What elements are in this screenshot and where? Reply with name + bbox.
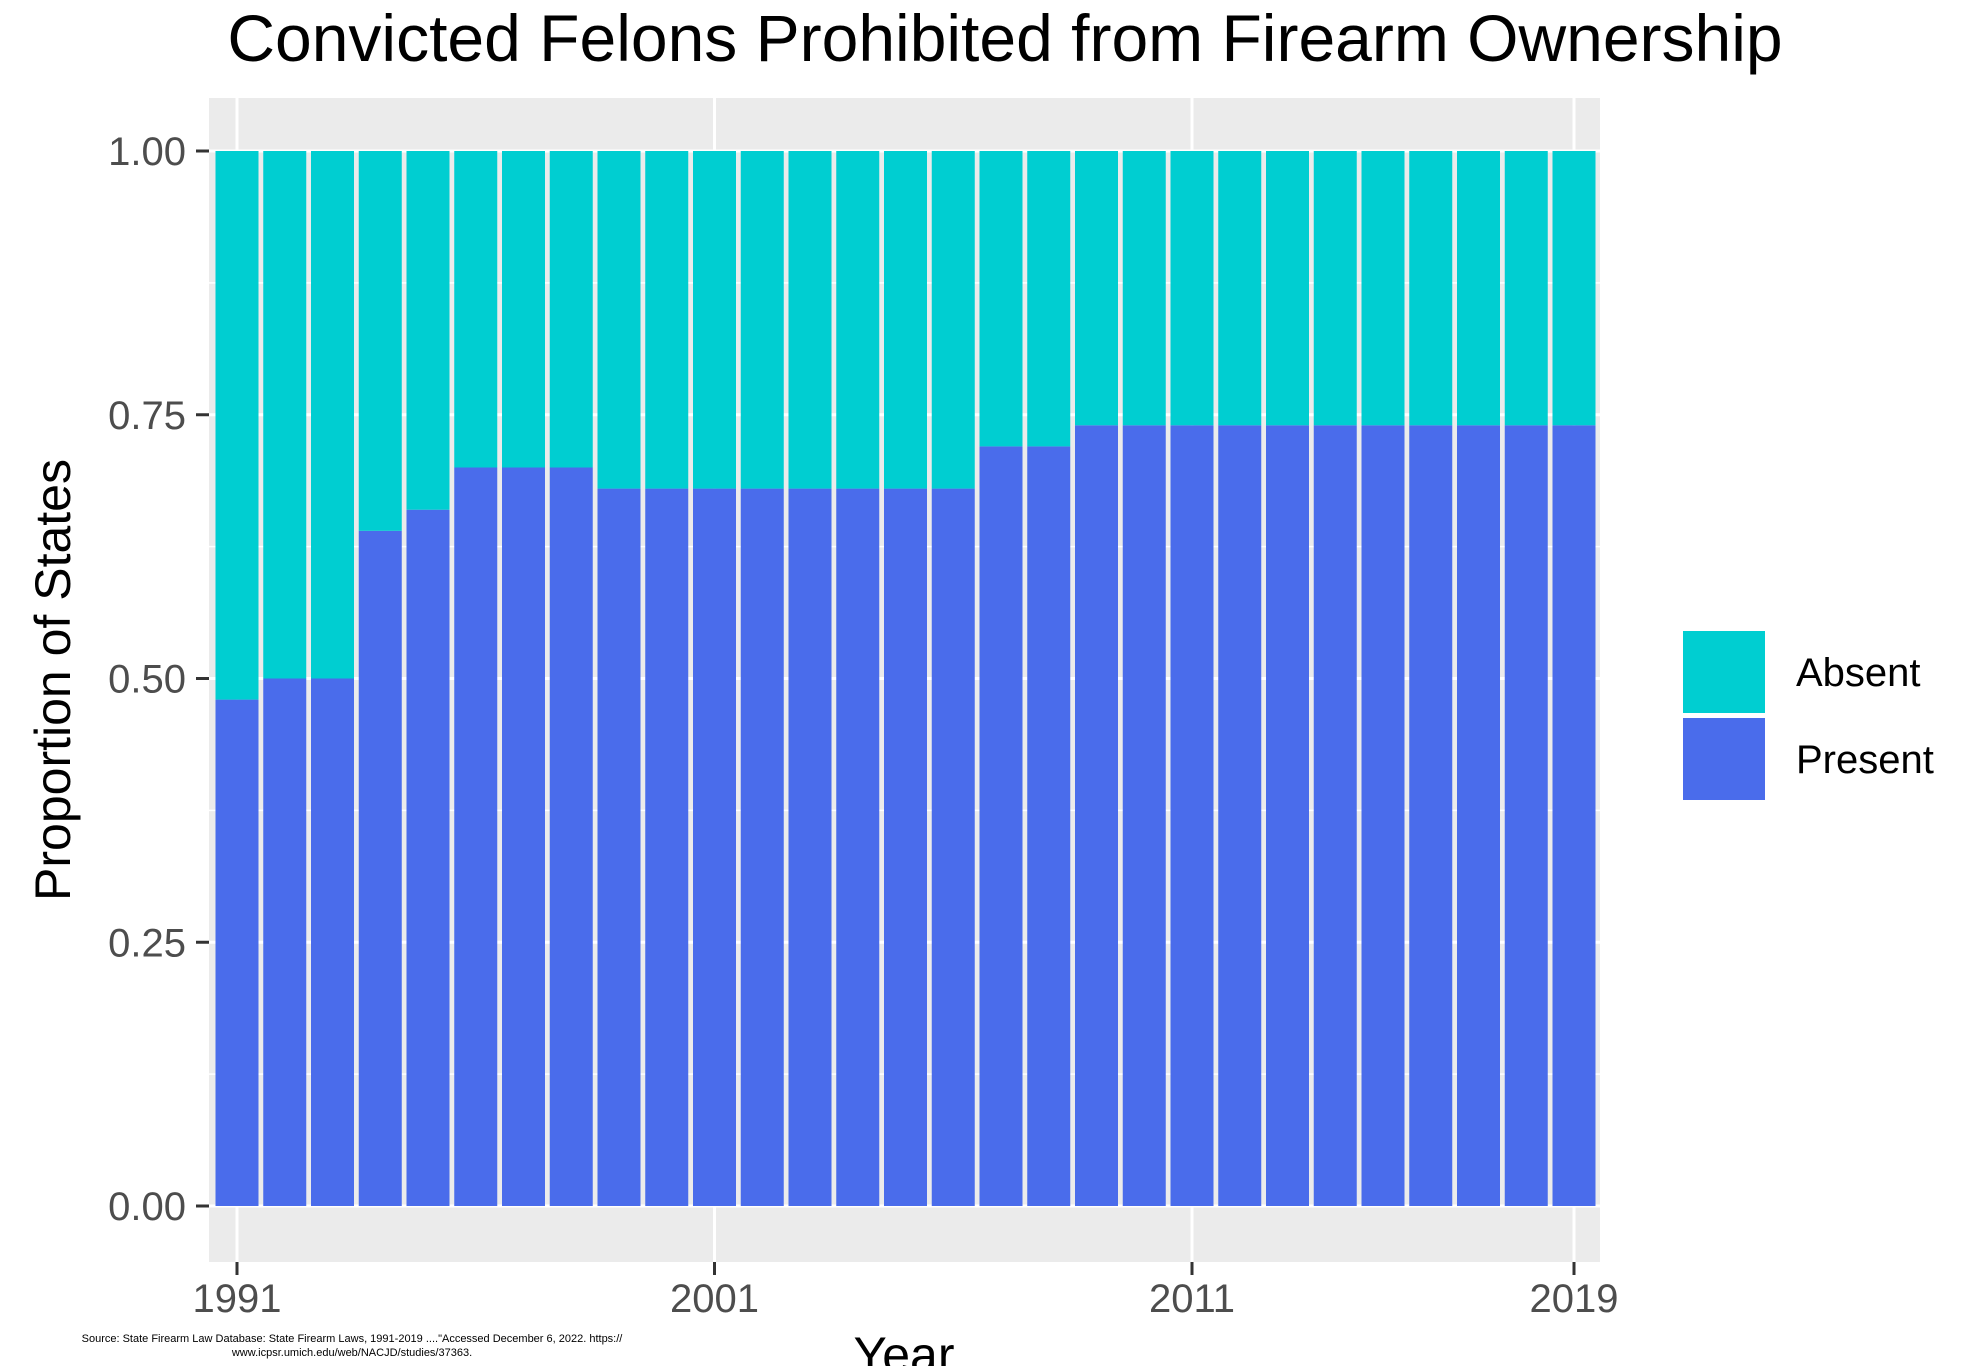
x-tick-label: 1991 [193,1277,282,1321]
bar-present-1992 [263,678,307,1206]
legend-key-present [1681,716,1767,802]
bar-absent-2003 [788,151,832,489]
bar-absent-2006 [931,151,975,489]
legend-label-absent: Absent [1796,651,1921,695]
x-tick-label: 2011 [1149,1277,1235,1321]
x-tick-label: 2001 [670,1277,759,1321]
x-tick-label: 2019 [1530,1277,1619,1321]
bar-absent-2015 [1361,151,1405,426]
bar-present-2011 [1170,425,1214,1206]
bar-present-2001 [693,488,736,1207]
bar-present-1996 [454,467,498,1206]
bar-absent-2011 [1170,151,1214,426]
y-tick-label: 1.00 [108,130,186,174]
bar-present-1997 [502,467,545,1206]
bar-absent-2010 [1122,151,1166,426]
bar-absent-2012 [1218,151,1262,426]
bar-absent-1996 [454,151,498,468]
bar-absent-2017 [1457,151,1500,426]
bar-absent-1991 [215,151,259,700]
bar-present-2002 [740,488,784,1207]
bar-present-2004 [836,488,880,1207]
bar-absent-2019 [1552,151,1596,426]
bar-present-1991 [215,699,259,1206]
bar-absent-1999 [597,151,641,489]
bar-absent-2014 [1313,151,1357,426]
bar-present-1999 [597,488,641,1207]
bar-present-2007 [979,446,1023,1206]
y-tick-label: 0.00 [108,1185,186,1229]
y-tick-label: 0.50 [108,658,186,702]
bar-absent-2008 [1027,151,1071,447]
bar-absent-1994 [358,151,402,531]
bar-absent-2013 [1266,151,1309,426]
bar-present-2009 [1075,425,1118,1206]
bar-present-2005 [884,488,927,1207]
bar-absent-2007 [979,151,1023,447]
source-note: Source: State Firearm Law Database: Stat… [22,1332,682,1360]
legend-label-present: Present [1796,738,1934,782]
bar-absent-2000 [645,151,689,489]
bar-present-1998 [549,467,593,1206]
bar-absent-1992 [263,151,307,679]
bar-absent-2004 [836,151,880,489]
bar-absent-2018 [1504,151,1548,426]
y-tick-label: 0.25 [108,921,186,965]
bar-present-1995 [406,509,450,1206]
bar-absent-1997 [502,151,545,468]
bar-present-2012 [1218,425,1262,1206]
source-line-1: Source: State Firearm Law Database: Stat… [81,1333,623,1345]
y-axis-title: Proportion of States [25,459,81,901]
bar-absent-2016 [1409,151,1453,426]
bar-present-2017 [1457,425,1500,1206]
bar-absent-2002 [740,151,784,489]
bar-absent-1998 [549,151,593,468]
bar-present-2014 [1313,425,1357,1206]
bar-present-2010 [1122,425,1166,1206]
bar-present-2003 [788,488,832,1207]
source-line-2: www.icpsr.umich.edu/web/NACJD/studies/37… [231,1347,473,1359]
bar-absent-1993 [311,151,354,679]
bar-absent-2001 [693,151,736,489]
bar-present-2015 [1361,425,1405,1206]
bar-present-2016 [1409,425,1453,1206]
bar-present-2019 [1552,425,1596,1206]
chart-title: Convicted Felons Prohibited from Firearm… [227,1,1783,75]
bar-present-2006 [931,488,975,1207]
legend-key-absent [1681,629,1767,715]
y-tick-label: 0.75 [108,394,186,438]
bar-present-2000 [645,488,689,1207]
bar-absent-1995 [406,151,450,510]
bar-present-1993 [311,678,354,1206]
x-axis-title: Year [853,1327,954,1366]
bar-present-2013 [1266,425,1309,1206]
bar-present-2008 [1027,446,1071,1206]
bar-present-1994 [358,530,402,1206]
bar-absent-2005 [884,151,927,489]
bar-present-2018 [1504,425,1548,1206]
bar-absent-2009 [1075,151,1118,426]
